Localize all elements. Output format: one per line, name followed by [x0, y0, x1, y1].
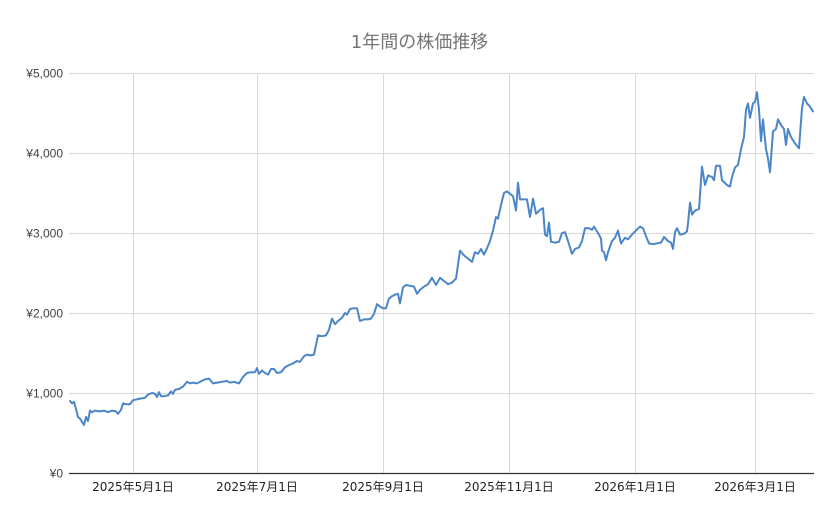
x-tick-label: 2025年5月1日 [92, 480, 174, 494]
stock-price-line [69, 91, 814, 426]
x-tick-label: 2025年11月1日 [464, 480, 553, 494]
y-tick-label: ¥1,000 [25, 387, 63, 401]
chart-title: 1年間の株価推移 [350, 32, 489, 53]
x-tick-label: 2026年1月1日 [594, 480, 676, 494]
y-tick-label: ¥5,000 [25, 67, 63, 81]
x-axis-ticks: 2025年5月1日 2025年7月1日 2025年9月1日 2025年11月1日 202… [92, 480, 796, 494]
gridlines [69, 73, 814, 473]
y-axis-ticks: ¥0 ¥1,000 ¥2,000 ¥3,000 ¥4,000 ¥5,000 [25, 67, 63, 481]
y-tick-label: ¥4,000 [25, 147, 63, 161]
x-tick-label: 2025年9月1日 [342, 480, 424, 494]
x-tick-label: 2025年7月1日 [216, 480, 298, 494]
y-tick-label: ¥0 [49, 467, 64, 481]
y-tick-label: ¥3,000 [25, 227, 63, 241]
x-tick-label: 2026年3月1日 [714, 480, 796, 494]
y-tick-label: ¥2,000 [25, 307, 63, 321]
